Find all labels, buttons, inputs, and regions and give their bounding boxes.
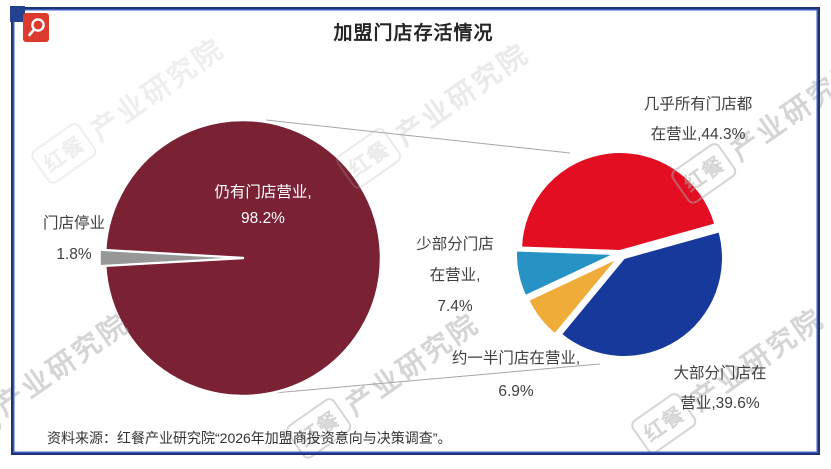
slice-about-half-operating: [527, 257, 619, 336]
label-still-operating: 仍有门店营业, 98.2%: [178, 180, 348, 232]
label-line: 1.8%: [56, 246, 92, 263]
label-few-operating: 少部分门店 在营业, 7.4%: [393, 229, 517, 322]
label-line: 少部分门店: [416, 236, 494, 253]
label-line: 约一半门店在营业,: [451, 350, 581, 367]
brand-logo: [23, 13, 49, 42]
slice-most-operating: [559, 230, 724, 358]
label-line: 在营业,44.3%: [650, 126, 746, 143]
label-stores-closed: 门店停业 1.8%: [12, 208, 136, 270]
label-line: 几乎所有门店都: [643, 96, 753, 113]
slice-still-operating: [103, 118, 383, 398]
label-line: 营业,39.6%: [680, 395, 760, 412]
label-line: 大部分门店在: [673, 365, 767, 382]
label-line: 7.4%: [437, 298, 473, 315]
magnifier-icon: [28, 17, 45, 36]
slice-almost-all-operating: [520, 151, 717, 252]
chart-title: 加盟门店存活情况: [333, 23, 494, 44]
label-line: 98.2%: [241, 210, 285, 227]
connector-line: [239, 363, 601, 397]
slice-stores-closed: [99, 249, 239, 267]
connector-line: [265, 119, 571, 154]
label-almost-all-operating: 几乎所有门店都 在营业,44.3%: [608, 90, 788, 150]
label-about-half-operating: 约一半门店在营业, 6.9%: [410, 342, 622, 408]
label-most-operating: 大部分门店在 营业,39.6%: [634, 359, 806, 419]
label-line: 6.9%: [498, 383, 534, 400]
slice-few-operating: [515, 249, 616, 298]
label-line: 在营业,: [429, 267, 481, 284]
corner-square: [10, 6, 25, 22]
label-line: 仍有门店营业,: [214, 184, 312, 201]
source-note: 资料来源：红餐产业研究院“2026年加盟商投资意向与决策调查”。: [47, 430, 452, 446]
label-line: 门店停业: [42, 215, 105, 232]
